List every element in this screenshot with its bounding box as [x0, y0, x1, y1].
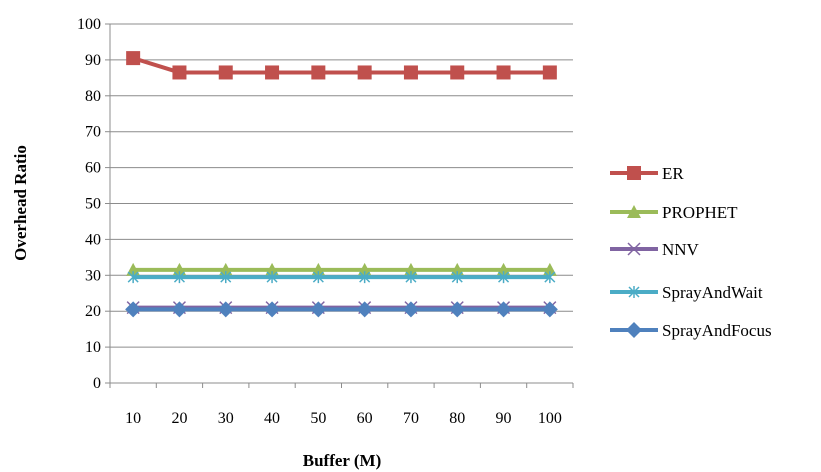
y-tick-label: 60 [85, 160, 101, 177]
data-point [218, 301, 234, 317]
legend-item-er: ER [610, 164, 684, 183]
x-tick-label: 60 [357, 410, 373, 427]
x-tick-label: 100 [538, 410, 562, 427]
legend-marker [627, 166, 641, 180]
data-point [264, 301, 280, 317]
data-point [311, 65, 325, 79]
legend-label: SprayAndWait [662, 283, 763, 302]
x-tick-label: 80 [449, 410, 465, 427]
data-point [543, 65, 557, 79]
x-tick-label: 30 [218, 410, 234, 427]
data-point [265, 65, 279, 79]
x-tick-label: 90 [496, 410, 512, 427]
series-prophet [126, 263, 557, 276]
data-point [171, 301, 187, 317]
legend-label: PROPHET [662, 203, 738, 222]
y-tick-labels: 0 10 20 30 40 50 60 70 80 90 100 [77, 16, 101, 392]
legend-label: NNV [662, 240, 700, 259]
data-point [219, 65, 233, 79]
y-tick-label: 80 [85, 88, 101, 105]
series-sprayandwait [128, 271, 555, 283]
x-tick-label: 40 [264, 410, 280, 427]
data-point [404, 65, 418, 79]
x-tick-label: 50 [310, 410, 326, 427]
y-tick-label: 30 [85, 267, 101, 284]
data-point [125, 301, 141, 317]
data-point [450, 65, 464, 79]
series-sprayandfocus [125, 301, 558, 317]
series-group [125, 51, 558, 317]
y-axis-title: Overhead Ratio [11, 145, 30, 261]
x-tick-label: 70 [403, 410, 419, 427]
y-tick-label: 70 [85, 124, 101, 141]
y-tick-label: 10 [85, 339, 101, 356]
legend-item-prophet: PROPHET [610, 203, 738, 222]
x-axis-title: Buffer (M) [303, 451, 382, 470]
legend-label: SprayAndFocus [662, 321, 772, 340]
y-tick-label: 50 [85, 196, 101, 213]
data-point [496, 301, 512, 317]
legend-item-nnv: NNV [610, 240, 700, 259]
x-tick-label: 10 [125, 410, 141, 427]
x-tick-labels: 10 20 30 40 50 60 70 80 90 100 [125, 410, 562, 427]
y-tick-label: 90 [85, 52, 101, 69]
data-point [358, 65, 372, 79]
x-tick-label: 20 [171, 410, 187, 427]
legend-marker [626, 322, 642, 338]
y-tick-label: 20 [85, 303, 101, 320]
data-point [172, 65, 186, 79]
legend-item-sprayandwait: SprayAndWait [610, 283, 763, 302]
data-point [403, 301, 419, 317]
data-point [126, 51, 140, 65]
data-point [357, 301, 373, 317]
legend-label: ER [662, 164, 684, 183]
y-tick-label: 100 [77, 16, 101, 33]
series-er [126, 51, 557, 79]
y-tick-label: 40 [85, 231, 101, 248]
legend: ER PROPHET NNV SprayAndWait SprayAndFocus [610, 164, 772, 340]
legend-item-sprayandfocus: SprayAndFocus [610, 321, 772, 340]
y-tick-label: 0 [93, 375, 101, 392]
data-point [497, 65, 511, 79]
data-point [449, 301, 465, 317]
data-point [542, 301, 558, 317]
data-point [310, 301, 326, 317]
